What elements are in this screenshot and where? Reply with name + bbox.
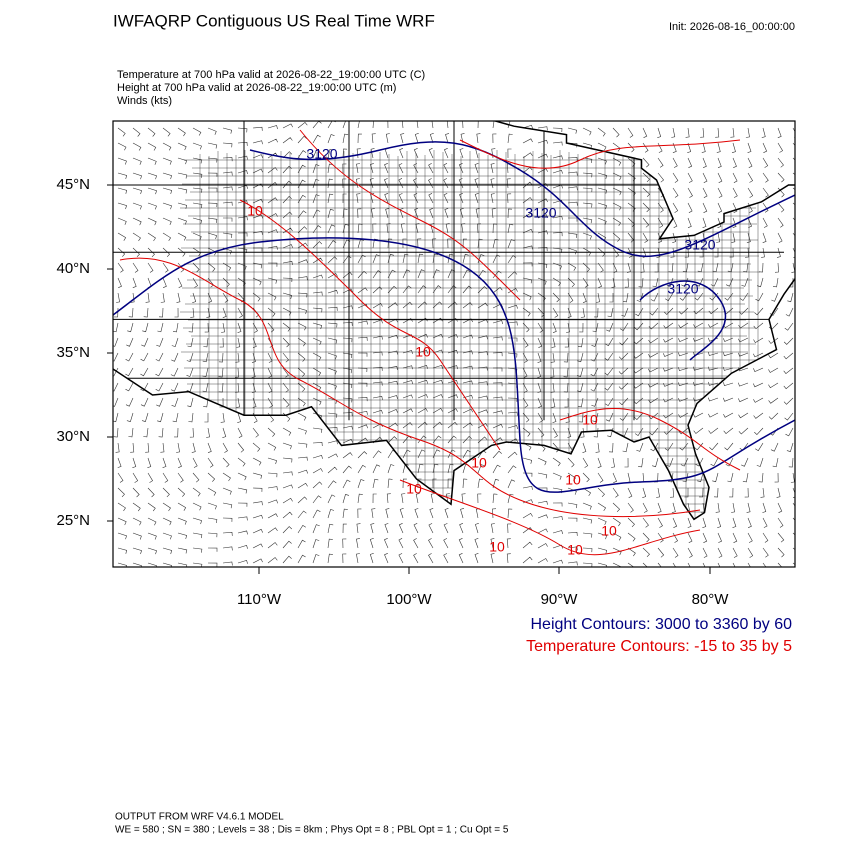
init-time: Init: 2026-08-16_00:00:00 xyxy=(669,21,795,33)
temperature-contour xyxy=(239,199,501,451)
title: IWFAQRP Contiguous US Real Time WRF xyxy=(113,11,435,30)
field-label: Temperature at 700 hPa valid at 2026-08-… xyxy=(117,69,425,81)
temperature-contour xyxy=(299,129,521,301)
lat-label: 45°N xyxy=(56,176,90,193)
field-label: Height at 700 hPa valid at 2026-08-22_19… xyxy=(117,82,396,94)
temperature-contour xyxy=(119,257,701,518)
temperature-label: 10 xyxy=(247,203,263,219)
map-frame xyxy=(112,120,796,568)
height-contour xyxy=(249,141,795,258)
temperature-label: 10 xyxy=(582,412,598,428)
temperature-label: 10 xyxy=(601,523,617,539)
temperature-label: 10 xyxy=(565,472,581,488)
coastline xyxy=(113,121,795,521)
lat-label: 40°N xyxy=(56,260,90,277)
temperature-label: 10 xyxy=(489,539,505,555)
map-layers xyxy=(113,121,795,567)
field-label: Winds (kts) xyxy=(117,95,172,107)
height-label: 3120 xyxy=(525,205,556,221)
height-label: 3120 xyxy=(667,281,698,297)
footer-line: OUTPUT FROM WRF V4.6.1 MODEL xyxy=(115,812,284,823)
lon-label: 100°W xyxy=(386,591,432,608)
footer-line: WE = 580 ; SN = 380 ; Levels = 38 ; Dis … xyxy=(115,825,509,836)
temperature-contour xyxy=(399,479,701,556)
temperature-contour xyxy=(459,139,741,169)
temperature-label: 10 xyxy=(567,542,583,558)
lon-label: 80°W xyxy=(692,591,730,608)
legend-temperature: Temperature Contours: -15 to 35 by 5 xyxy=(526,638,792,655)
lon-label: 90°W xyxy=(541,591,579,608)
state-lines xyxy=(113,121,784,421)
lon-label: 110°W xyxy=(237,591,282,608)
temperature-label: 10 xyxy=(471,455,487,471)
lat-label: 35°N xyxy=(56,344,90,361)
height-label: 3120 xyxy=(306,146,337,162)
height-contour xyxy=(639,280,727,361)
lat-label: 25°N xyxy=(56,512,90,529)
county-lines xyxy=(180,150,760,520)
lat-label: 30°N xyxy=(56,428,90,445)
temperature-label: 10 xyxy=(406,481,422,497)
temperature-label: 10 xyxy=(415,344,431,360)
height-label: 3120 xyxy=(684,237,715,253)
temperature-contour xyxy=(559,408,741,471)
legend-height: Height Contours: 3000 to 3360 by 60 xyxy=(530,616,792,633)
height-contour xyxy=(113,237,795,493)
